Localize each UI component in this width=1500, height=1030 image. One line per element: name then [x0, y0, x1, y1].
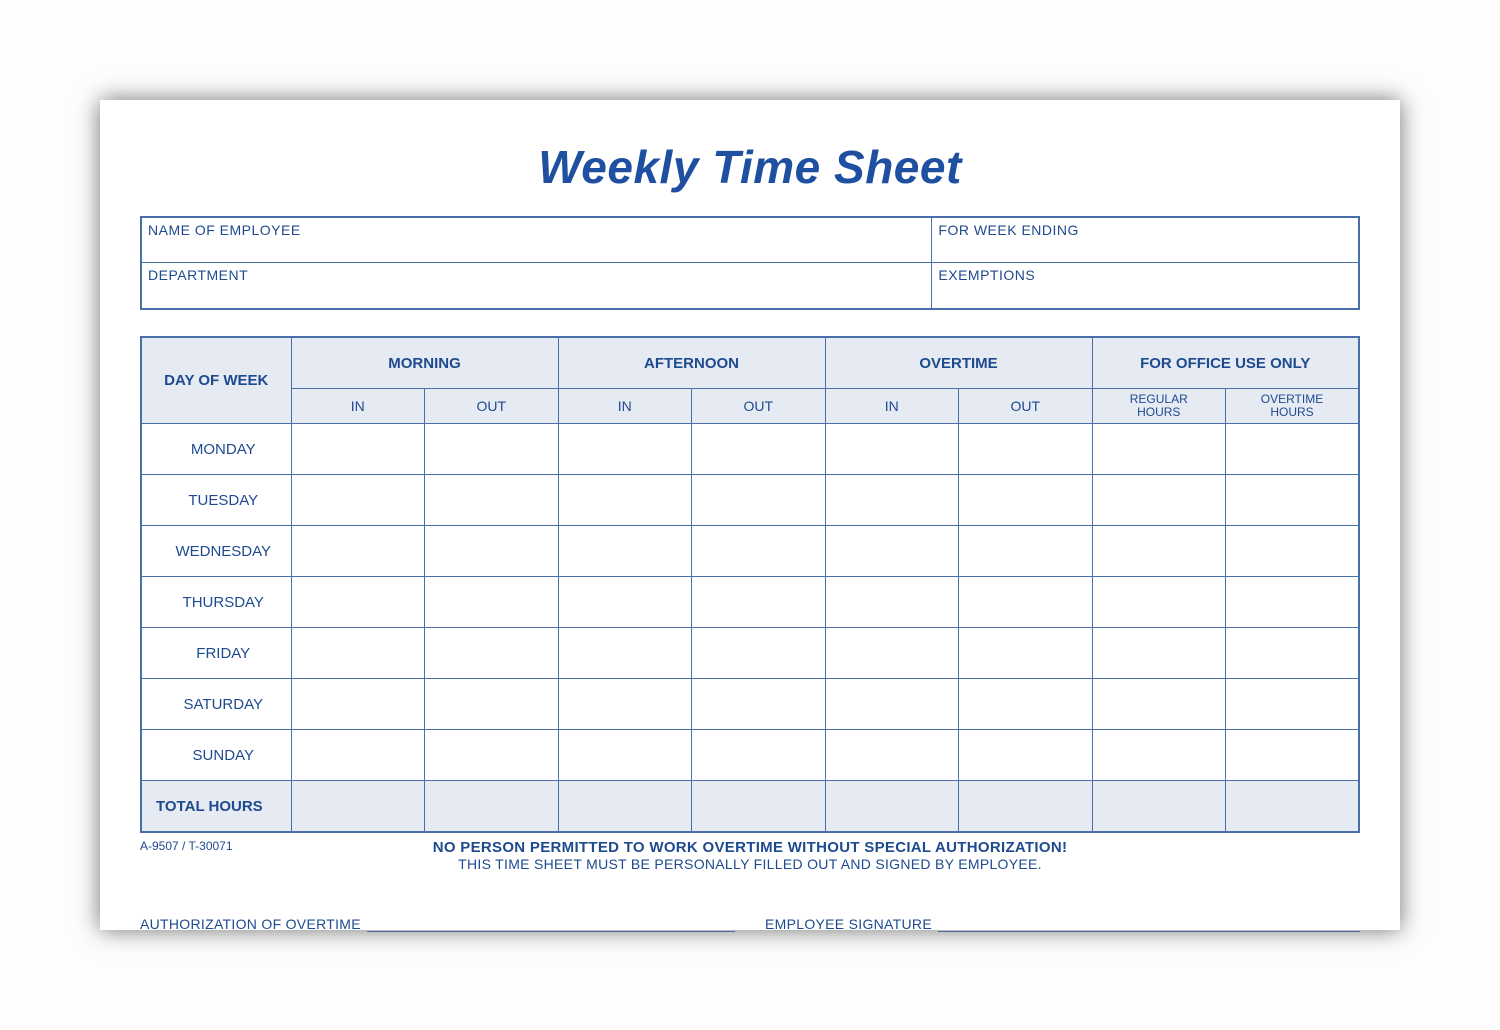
- col-office: FOR OFFICE USE ONLY: [1092, 337, 1359, 389]
- col-overtime-out: OUT: [959, 389, 1093, 424]
- day-label: SATURDAY: [141, 679, 291, 730]
- timesheet-table: DAY OF WEEK MORNING AFTERNOON OVERTIME F…: [140, 336, 1360, 833]
- signature-row: AUTHORIZATION OF OVERTIME EMPLOYEE SIGNA…: [140, 916, 1360, 932]
- headers.ot_hours_l2: HOURS: [1270, 405, 1313, 419]
- day-label: MONDAY: [141, 424, 291, 475]
- row-total: TOTAL HOURS: [141, 781, 1359, 833]
- page-title: Weekly Time Sheet: [140, 140, 1360, 194]
- authorization-line: [367, 930, 735, 932]
- day-label: SUNDAY: [141, 730, 291, 781]
- col-regular-hours-l1: REGULAR: [1130, 392, 1188, 406]
- col-morning-out: OUT: [425, 389, 559, 424]
- col-morning: MORNING: [291, 337, 558, 389]
- col-overtime: OVERTIME: [825, 337, 1092, 389]
- col-afternoon-in: IN: [558, 389, 692, 424]
- employee-signature-label: EMPLOYEE SIGNATURE: [765, 916, 932, 932]
- day-label: TUESDAY: [141, 475, 291, 526]
- notice-block: NO PERSON PERMITTED TO WORK OVERTIME WIT…: [140, 839, 1360, 872]
- timesheet-body: MONDAY TUESDAY WEDNESDAY THURSDAY FRIDAY…: [141, 424, 1359, 833]
- col-overtime-hours: OVERTIME HOURS: [1226, 389, 1360, 424]
- day-label: THURSDAY: [141, 577, 291, 628]
- col-regular-hours-l2: HOURS: [1137, 405, 1180, 419]
- row-thursday: THURSDAY: [141, 577, 1359, 628]
- col-overtime-in: IN: [825, 389, 959, 424]
- col-overtime-hours-l1: OVERTIME: [1261, 392, 1323, 406]
- col-morning-in: IN: [291, 389, 425, 424]
- week-ending-label: FOR WEEK ENDING: [932, 218, 1358, 263]
- row-wednesday: WEDNESDAY: [141, 526, 1359, 577]
- authorization-label: AUTHORIZATION OF OVERTIME: [140, 916, 361, 932]
- exemptions-label: EXEMPTIONS: [932, 263, 1358, 308]
- col-regular-hours: REGULAR HOURS: [1092, 389, 1226, 424]
- col-afternoon-out: OUT: [692, 389, 826, 424]
- name-of-employee-label: NAME OF EMPLOYEE: [142, 218, 932, 263]
- total-label: TOTAL HOURS: [141, 781, 291, 833]
- employee-signature-line: [938, 930, 1360, 932]
- col-afternoon: AFTERNOON: [558, 337, 825, 389]
- day-label: FRIDAY: [141, 628, 291, 679]
- row-sunday: SUNDAY: [141, 730, 1359, 781]
- timesheet-page: Weekly Time Sheet NAME OF EMPLOYEE FOR W…: [100, 100, 1400, 930]
- row-tuesday: TUESDAY: [141, 475, 1359, 526]
- col-day: DAY OF WEEK: [141, 337, 291, 424]
- row-monday: MONDAY: [141, 424, 1359, 475]
- department-label: DEPARTMENT: [142, 263, 932, 308]
- notice-bold: NO PERSON PERMITTED TO WORK OVERTIME WIT…: [140, 839, 1360, 856]
- row-saturday: SATURDAY: [141, 679, 1359, 730]
- employee-info-box: NAME OF EMPLOYEE FOR WEEK ENDING DEPARTM…: [140, 216, 1360, 310]
- authorization-signature: AUTHORIZATION OF OVERTIME: [140, 916, 735, 932]
- notice-plain: THIS TIME SHEET MUST BE PERSONALLY FILLE…: [140, 856, 1360, 872]
- row-friday: FRIDAY: [141, 628, 1359, 679]
- day-label: WEDNESDAY: [141, 526, 291, 577]
- employee-signature: EMPLOYEE SIGNATURE: [765, 916, 1360, 932]
